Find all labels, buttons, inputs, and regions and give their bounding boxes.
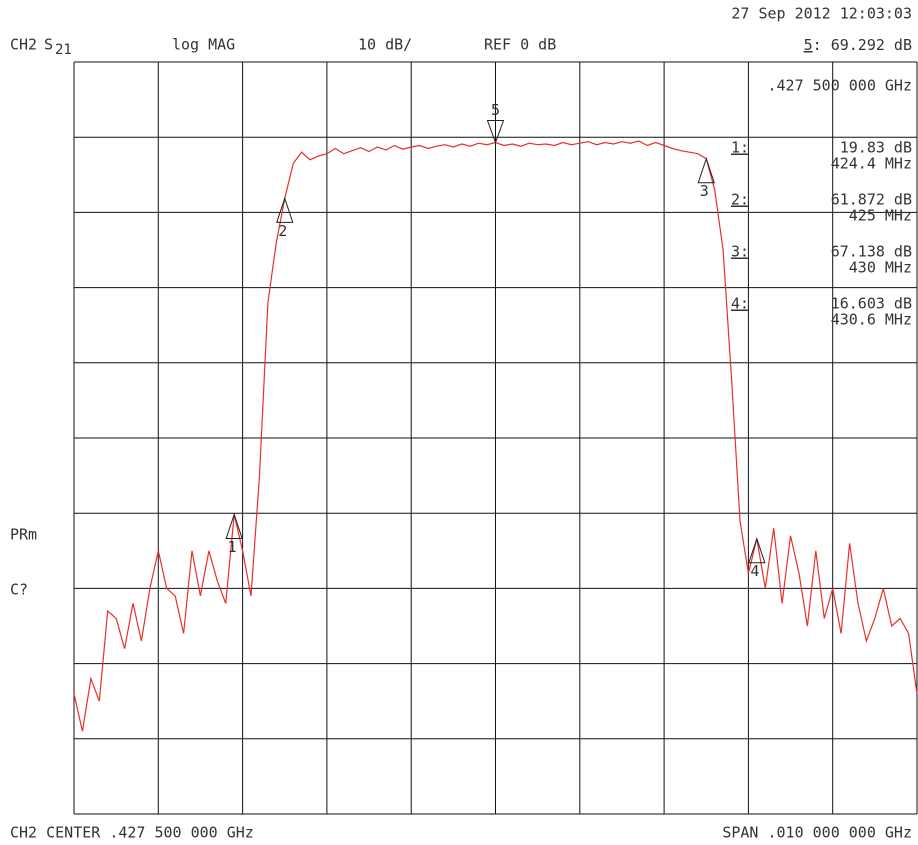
marker-list-value: 61.872 dB xyxy=(831,191,912,209)
marker xyxy=(225,512,243,539)
marker-list-name: 3: xyxy=(731,243,749,261)
active-marker: 5: 69.292 dB xyxy=(804,36,912,54)
active-marker-value: : 69.292 dB xyxy=(813,36,912,54)
marker-list-name: 2: xyxy=(731,191,749,209)
marker-list-name: 1: xyxy=(731,139,749,157)
marker xyxy=(276,196,294,223)
param-sub: 21 xyxy=(55,42,72,58)
active-marker-freq: .427 500 000 GHz xyxy=(768,77,913,95)
channel: CH2 xyxy=(10,36,37,54)
scale: 10 dB/ xyxy=(358,36,412,54)
marker-list-value: 16.603 dB xyxy=(831,295,912,313)
marker-list-name: 4: xyxy=(731,295,749,313)
marker-list-freq: 430.6 MHz xyxy=(831,311,912,329)
param: S xyxy=(44,36,53,54)
marker-label: 4 xyxy=(750,562,759,580)
active-marker-name: 5 xyxy=(804,36,813,54)
date: 27 Sep 2012 12:03:03 xyxy=(731,5,912,23)
marker-label: 2 xyxy=(278,222,287,240)
marker xyxy=(697,157,715,184)
marker-list-value: 67.138 dB xyxy=(831,243,912,261)
marker-list-freq: 425 MHz xyxy=(849,207,912,225)
marker-label: 1 xyxy=(228,538,237,556)
marker-list-freq: 424.4 MHz xyxy=(831,155,912,173)
marker-label: 5 xyxy=(491,101,500,119)
status: C? xyxy=(10,581,28,599)
marker-list-freq: 430 MHz xyxy=(849,259,912,277)
marker xyxy=(486,120,505,144)
reference: REF 0 dB xyxy=(484,36,556,54)
marker-label: 3 xyxy=(700,182,709,200)
format: log MAG xyxy=(172,36,235,54)
center-freq: CH2 CENTER .427 500 000 GHz xyxy=(10,824,254,842)
span: SPAN .010 000 000 GHz xyxy=(722,824,912,842)
status: PRm xyxy=(10,526,37,544)
marker xyxy=(748,537,766,564)
marker-list-value: 19.83 dB xyxy=(840,139,912,157)
